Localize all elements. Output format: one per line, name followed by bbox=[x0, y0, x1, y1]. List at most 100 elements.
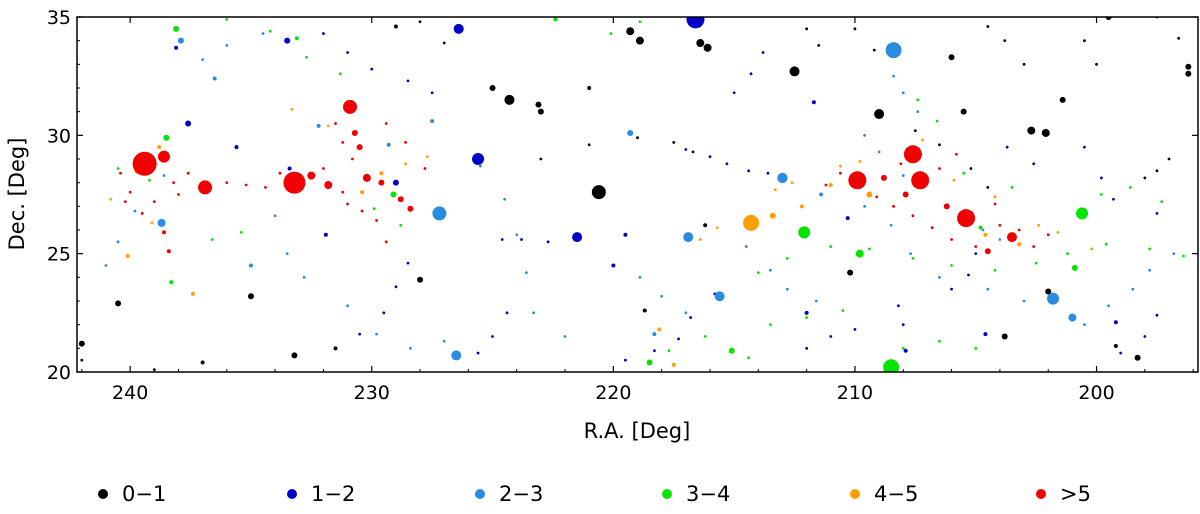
data-point bbox=[116, 240, 120, 244]
data-point bbox=[952, 178, 956, 182]
data-point bbox=[500, 238, 504, 241]
data-point bbox=[384, 240, 388, 244]
data-point bbox=[653, 349, 656, 353]
data-point bbox=[892, 74, 895, 78]
data-point bbox=[696, 39, 705, 48]
data-point bbox=[198, 180, 213, 195]
data-point bbox=[442, 339, 446, 343]
data-point bbox=[346, 202, 349, 206]
data-point bbox=[406, 79, 410, 83]
data-point bbox=[872, 48, 876, 52]
data-point bbox=[909, 252, 912, 256]
data-point bbox=[417, 276, 424, 283]
data-point bbox=[743, 214, 760, 231]
data-point bbox=[1160, 200, 1164, 204]
data-point bbox=[967, 273, 970, 277]
data-point bbox=[407, 205, 414, 212]
data-point bbox=[333, 346, 338, 351]
data-point bbox=[1047, 292, 1060, 305]
data-point bbox=[1066, 252, 1069, 256]
data-point bbox=[1010, 186, 1014, 189]
data-point bbox=[537, 108, 544, 115]
data-point bbox=[343, 99, 358, 114]
data-point bbox=[986, 25, 990, 28]
data-point bbox=[889, 223, 893, 227]
data-point bbox=[157, 145, 162, 150]
data-point bbox=[901, 91, 905, 95]
data-point bbox=[432, 206, 447, 221]
data-point bbox=[732, 91, 736, 95]
data-point bbox=[351, 157, 354, 161]
data-point bbox=[868, 247, 871, 251]
data-point bbox=[691, 150, 695, 154]
data-point bbox=[324, 181, 333, 190]
data-point bbox=[916, 98, 920, 102]
data-point bbox=[1006, 232, 1017, 243]
data-point bbox=[805, 346, 809, 350]
plot-frame bbox=[76, 16, 1199, 373]
data-point bbox=[125, 254, 130, 259]
data-point bbox=[708, 155, 712, 159]
data-point bbox=[880, 174, 887, 181]
data-point bbox=[1113, 320, 1118, 325]
data-point bbox=[201, 58, 205, 61]
data-point bbox=[1113, 343, 1118, 348]
data-point bbox=[80, 358, 84, 362]
legend-label: 0−1 bbox=[122, 482, 166, 506]
legend-label: 3−4 bbox=[686, 482, 730, 506]
data-point bbox=[981, 228, 985, 232]
data-point bbox=[132, 151, 157, 176]
data-point bbox=[109, 197, 113, 201]
data-point bbox=[166, 249, 171, 254]
data-point bbox=[883, 359, 900, 372]
data-point bbox=[360, 190, 365, 195]
legend-item: 3−4 bbox=[662, 482, 730, 506]
data-point bbox=[372, 207, 376, 211]
data-point bbox=[1003, 39, 1007, 43]
data-point bbox=[285, 252, 289, 256]
data-point bbox=[119, 171, 122, 175]
data-point bbox=[1032, 162, 1036, 166]
data-point bbox=[1059, 96, 1066, 103]
data-point bbox=[819, 192, 824, 197]
data-point bbox=[322, 167, 325, 170]
data-point bbox=[1155, 212, 1159, 215]
data-point bbox=[553, 17, 558, 22]
legend-item: 0−1 bbox=[98, 482, 166, 506]
data-point bbox=[672, 141, 676, 144]
data-point bbox=[1032, 245, 1036, 248]
data-point bbox=[623, 232, 628, 237]
y-tick-label: 35 bbox=[47, 7, 71, 29]
data-point bbox=[901, 323, 905, 327]
data-point bbox=[960, 108, 967, 115]
data-point bbox=[177, 37, 184, 44]
data-point bbox=[911, 171, 930, 190]
x-tick-label: 240 bbox=[112, 382, 148, 404]
data-point bbox=[173, 25, 180, 32]
data-point bbox=[993, 268, 997, 272]
data-point bbox=[744, 245, 748, 248]
data-point bbox=[901, 174, 905, 177]
data-point bbox=[157, 218, 166, 227]
data-point bbox=[799, 204, 804, 209]
data-point bbox=[287, 166, 292, 171]
data-point bbox=[1041, 128, 1050, 137]
data-point bbox=[341, 141, 345, 144]
data-point bbox=[714, 291, 725, 302]
data-point bbox=[684, 311, 688, 315]
data-point bbox=[1056, 230, 1060, 234]
data-point bbox=[845, 216, 850, 221]
y-axis-label: Dec. [Deg] bbox=[5, 138, 29, 251]
legend-label: 2−3 bbox=[499, 482, 543, 506]
data-point bbox=[703, 223, 708, 228]
data-point bbox=[785, 287, 789, 291]
x-tick-label: 230 bbox=[354, 382, 390, 404]
legend-item: >5 bbox=[1036, 482, 1091, 506]
data-point bbox=[950, 264, 953, 267]
data-point bbox=[212, 76, 217, 81]
data-point bbox=[885, 42, 902, 59]
data-point bbox=[305, 55, 308, 59]
data-point bbox=[698, 238, 702, 241]
data-point bbox=[993, 202, 997, 206]
data-point bbox=[515, 233, 519, 237]
